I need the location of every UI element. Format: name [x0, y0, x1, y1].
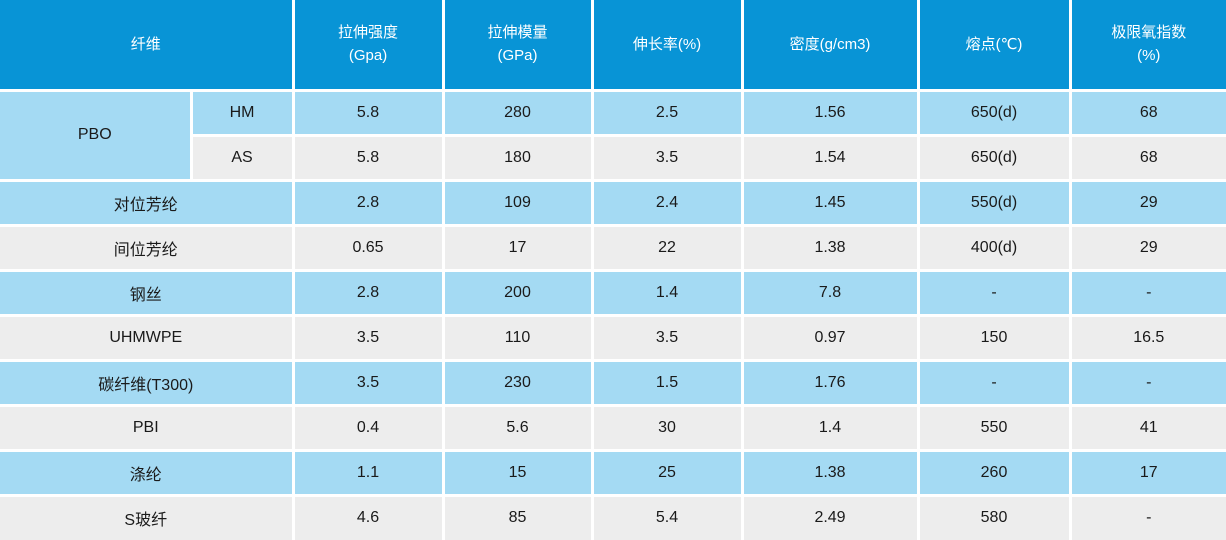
value-cell: -: [1068, 358, 1226, 407]
value-cell: 1.38: [740, 223, 920, 272]
fiber-cell: 间位芳纶: [0, 223, 295, 272]
value-cell: 2.4: [590, 178, 744, 227]
value-cell: 0.97: [740, 313, 920, 362]
table-row: 碳纤维(T300) 3.5 230 1.5 1.76- -: [0, 358, 1226, 407]
value-cell: 550(d): [916, 178, 1072, 227]
value-cell: 1.54: [740, 133, 920, 182]
value-cell: 1.45: [740, 178, 920, 227]
value-cell: 3.5: [291, 313, 445, 362]
header-fiber: 纤维: [0, 0, 295, 92]
table-row: PBO HM 5.8 280 2.5 1.56 650(d) 68: [0, 88, 1226, 182]
value-cell: 2.8: [291, 268, 445, 317]
fiber-cell: S玻纤: [0, 493, 295, 540]
header-melting-point: 熔点(℃): [916, 0, 1072, 92]
fiber-cell: 钢丝: [0, 268, 295, 317]
table-row: UHMWPE 3.5 110 3.5 0.97 150 16.5: [0, 313, 1226, 362]
value-cell: 0.65: [291, 223, 445, 272]
header-elongation: 伸长率(%): [590, 0, 744, 92]
grade-cell: AS: [191, 133, 295, 182]
value-cell: 400(d): [916, 223, 1072, 272]
value-cell: 150: [916, 313, 1072, 362]
value-cell: 230: [441, 358, 594, 407]
value-cell: 5.8: [291, 88, 445, 137]
value-cell: 200: [441, 268, 594, 317]
value-cell: 16.5: [1068, 313, 1226, 362]
value-cell: 0.4: [291, 403, 445, 452]
value-cell: 29: [1068, 178, 1226, 227]
value-cell: 22: [590, 223, 744, 272]
value-cell: 41: [1068, 403, 1226, 452]
value-cell: 5.8: [291, 133, 445, 182]
value-cell: 260: [916, 448, 1072, 497]
table-body: PBO HM 5.8 280 2.5 1.56 650(d) 68 AS 5.8 180 3.5 1.5…: [0, 88, 1226, 540]
value-cell: 30: [590, 403, 744, 452]
value-cell: 110: [441, 313, 594, 362]
value-cell: -: [1068, 493, 1226, 540]
value-cell: 2.49: [740, 493, 920, 540]
value-cell: 29: [1068, 223, 1226, 272]
value-cell: -: [1068, 268, 1226, 317]
value-cell: 68: [1068, 133, 1226, 182]
value-cell: 3.5: [590, 133, 744, 182]
table-header: 纤维 拉伸强度 (Gpa) 拉伸模量 (GPa) 伸长率(%) 密度(g/cm3…: [0, 0, 1226, 92]
fiber-cell: 涤纶: [0, 448, 295, 497]
value-cell: 17: [441, 223, 594, 272]
value-cell: 3.5: [291, 358, 445, 407]
value-cell: 580: [916, 493, 1072, 540]
table-row: 对位芳纶 2.8 109 2.4 1.45 550(d) 29: [0, 178, 1226, 227]
value-cell: 17: [1068, 448, 1226, 497]
fiber-cell: PBO: [0, 88, 193, 182]
value-cell: 2.5: [590, 88, 744, 137]
table-row: 涤纶 1.1 15 25 1.38 260 17: [0, 448, 1226, 497]
value-cell: 15: [441, 448, 594, 497]
value-cell: 25: [590, 448, 744, 497]
value-cell: 5.4: [590, 493, 744, 540]
value-cell: 4.6: [291, 493, 445, 540]
value-cell: 280: [441, 88, 594, 137]
table-row: PBI 0.4 5.6 30 1.4 550 41: [0, 403, 1226, 452]
value-cell: 109: [441, 178, 594, 227]
value-cell: 3.5: [590, 313, 744, 362]
value-cell: 85: [441, 493, 594, 540]
value-cell: -: [916, 268, 1072, 317]
value-cell: 650(d): [916, 133, 1072, 182]
value-cell: 1.1: [291, 448, 445, 497]
value-cell: 1.4: [590, 268, 744, 317]
header-tensile-modulus: 拉伸模量 (GPa): [441, 0, 594, 92]
value-cell: 5.6: [441, 403, 594, 452]
header-density: 密度(g/cm3): [740, 0, 920, 92]
table-row: S玻纤 4.6 85 5.4 2.49 580-: [0, 493, 1226, 540]
value-cell: -: [916, 358, 1072, 407]
value-cell: 1.76: [740, 358, 920, 407]
table-row: AS 5.8 180 3.5 1.54 650(d) 68: [0, 133, 1226, 182]
fiber-cell: 碳纤维(T300): [0, 358, 295, 407]
value-cell: 550: [916, 403, 1072, 452]
header-row: 纤维 拉伸强度 (Gpa) 拉伸模量 (GPa) 伸长率(%) 密度(g/cm3…: [0, 0, 1226, 92]
value-cell: 1.38: [740, 448, 920, 497]
value-cell: 68: [1068, 88, 1226, 137]
table-row: 间位芳纶 0.65 17 22 1.38 400(d) 29: [0, 223, 1226, 272]
value-cell: 2.8: [291, 178, 445, 227]
grade-cell: HM: [189, 88, 295, 137]
fiber-cell: 对位芳纶: [0, 178, 295, 227]
fiber-cell: PBI: [0, 403, 295, 452]
header-tensile-strength: 拉伸强度 (Gpa): [291, 0, 445, 92]
table-row: 钢丝 2.8 200 1.4 7.8- -: [0, 268, 1226, 317]
value-cell: 1.4: [740, 403, 920, 452]
value-cell: 1.56: [740, 88, 920, 137]
fiber-cell: UHMWPE: [0, 313, 295, 362]
value-cell: 1.5: [590, 358, 744, 407]
value-cell: 650(d): [916, 88, 1072, 137]
value-cell: 180: [441, 133, 594, 182]
header-limiting-oxygen-index: 极限氧指数 (%): [1068, 0, 1226, 92]
value-cell: 7.8: [740, 268, 920, 317]
